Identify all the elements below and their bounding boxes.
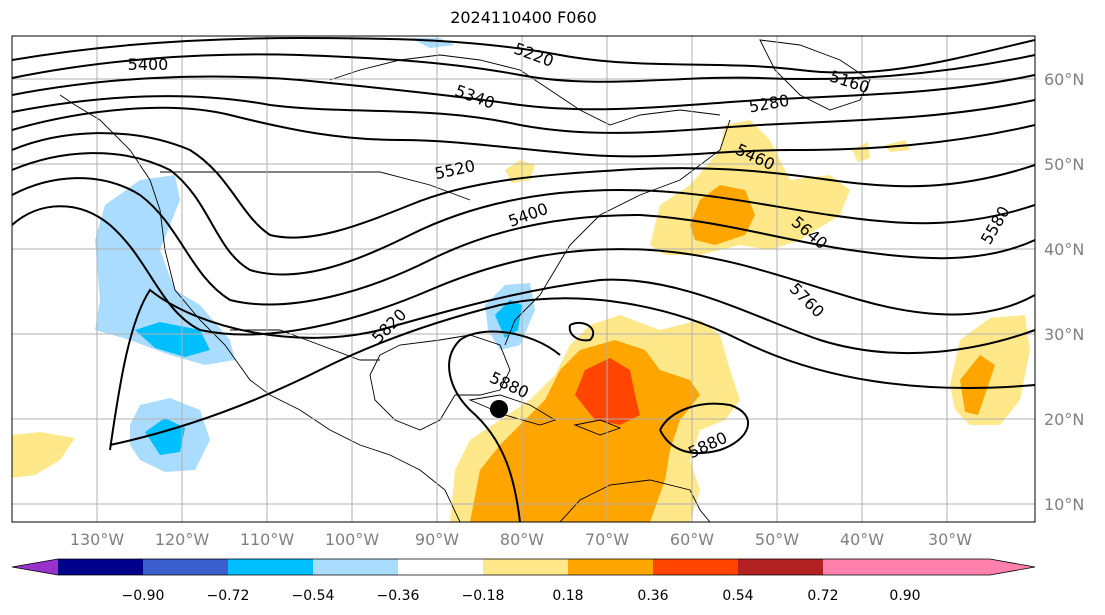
colorbar-tick-label: −0.54 — [292, 588, 335, 604]
colorbar-segment — [58, 559, 143, 575]
colorbar-segment — [398, 559, 483, 575]
colorbar-extend-high — [823, 559, 1035, 575]
contour-5580 — [12, 177, 1035, 306]
lon-label: 80°W — [500, 530, 544, 549]
mexico-border — [230, 329, 380, 361]
lon-label: 60°W — [670, 530, 714, 549]
contour-5340 — [12, 95, 1035, 134]
lat-label: 20°N — [1044, 410, 1084, 429]
lon-label: 50°W — [755, 530, 799, 549]
lat-label: 50°N — [1044, 155, 1084, 174]
canada-north — [329, 54, 721, 126]
contour-5160 — [12, 36, 1035, 74]
lon-label: 130°W — [70, 530, 125, 549]
positive-caribbean-core — [470, 340, 700, 522]
contour-5640 — [12, 205, 1035, 336]
south-america-north — [559, 479, 711, 522]
contour-5460 — [12, 132, 1035, 239]
lon-label: 70°W — [585, 530, 629, 549]
colorbar-tick-label: 0.72 — [807, 588, 838, 604]
colorbar-segment — [568, 559, 653, 575]
lat-label: 40°N — [1044, 240, 1084, 259]
lon-label: 100°W — [325, 530, 380, 549]
positive-east-core — [960, 355, 995, 415]
colorbar-tick-label: 0.36 — [637, 588, 668, 604]
height-contours — [12, 36, 1035, 522]
colorbar-tick-label: 0.54 — [722, 588, 753, 604]
colorbar-tick-label: −0.90 — [122, 588, 165, 604]
colorbar-segment — [313, 559, 398, 575]
colorbar-extend-low — [12, 559, 58, 575]
positive-north-small-2 — [852, 142, 870, 162]
colorbar-tick-label: −0.72 — [207, 588, 250, 604]
hispaniola — [573, 419, 622, 436]
coastlines — [59, 39, 871, 522]
lon-label: 90°W — [415, 530, 459, 549]
colorbar-segment — [143, 559, 228, 575]
map-title: 2024110400 F060 — [450, 8, 597, 27]
contour-label: 5400 — [128, 55, 169, 74]
colorbar: −0.90 −0.72 −0.54 −0.36 −0.18 0.18 0.36 … — [11, 558, 1036, 604]
longitude-labels: 130°W 120°W 110°W 100°W 90°W 80°W 70°W 6… — [70, 530, 972, 549]
lon-label: 120°W — [155, 530, 210, 549]
contour-5280 — [12, 74, 1035, 111]
contour-5520 — [12, 152, 1035, 276]
contour-5880-c — [568, 321, 595, 342]
positive-west-small — [12, 432, 75, 478]
gulf-coast — [369, 334, 511, 431]
contour-5760 — [109, 278, 1035, 451]
colorbar-tick-label: −0.36 — [377, 588, 420, 604]
colorbar-segment — [228, 559, 313, 575]
lon-label: 40°W — [840, 530, 884, 549]
north-america-west-coast — [59, 94, 461, 522]
lon-label: 30°W — [928, 530, 972, 549]
contour-5820 — [109, 297, 1035, 446]
colorbar-segment — [483, 559, 568, 575]
contour-5880-b — [659, 402, 750, 455]
lon-label: 110°W — [240, 530, 295, 549]
storm-center-marker — [490, 400, 508, 418]
negative-pacific-core — [135, 322, 210, 357]
east-coast — [504, 119, 731, 346]
graticule — [12, 36, 1035, 522]
contour-5220 — [12, 53, 1035, 83]
lat-label: 60°N — [1044, 70, 1084, 89]
map-frame — [11, 35, 1036, 523]
colorbar-tick-label: 0.18 — [552, 588, 583, 604]
colorbar-segment — [653, 559, 738, 575]
colorbar-tick-label: −0.18 — [462, 588, 505, 604]
colorbar-outline — [11, 558, 1036, 576]
lat-label: 10°N — [1044, 495, 1084, 514]
negative-florida-core — [495, 300, 522, 338]
colorbar-segment — [738, 559, 823, 575]
contour-5880-a — [448, 330, 561, 522]
latitude-labels: 60°N 50°N 40°N 30°N 20°N 10°N — [1044, 70, 1084, 514]
lat-label: 30°N — [1044, 325, 1084, 344]
colorbar-tick-label: 0.90 — [889, 588, 920, 604]
contour-5400 — [12, 106, 1035, 158]
